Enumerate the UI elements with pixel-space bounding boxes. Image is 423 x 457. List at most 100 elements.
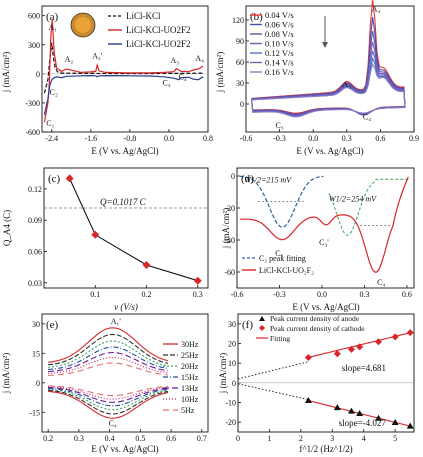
x-tick-label: 1 [267, 434, 271, 443]
peak-label: A₃ [171, 56, 180, 65]
extrapolation-line [237, 383, 309, 401]
reference-line-label: Q=0.1017 C [100, 197, 147, 207]
anode-point [406, 422, 414, 429]
legend-marker-triangle [259, 316, 265, 321]
cathode-point [406, 329, 414, 337]
y-tick-label: 0 [240, 100, 244, 109]
lower-curve-0 [48, 390, 169, 419]
legend-label: Peak current density of cathode [270, 324, 365, 333]
fit-curve-c4 [328, 178, 409, 236]
x-axis-label: E (V vs. Ag/AgCl) [91, 146, 158, 156]
legend-label: 5Hz [181, 406, 195, 415]
y-tick-label: 15 [32, 349, 40, 358]
legend-label: 25Hz [181, 351, 199, 360]
y-axis-label: j (mA/cm²) [215, 52, 225, 93]
x-tick-label: -0.3 [273, 290, 286, 299]
cathode-point [391, 333, 399, 341]
lower-curve-6 [48, 385, 169, 397]
legend-label: LiCl-KCl-UO2F2 [126, 39, 191, 49]
fit-curve-c3 [239, 175, 324, 228]
legend-label: LiCl-KCl-UO₂F₂ [259, 266, 314, 275]
x-axis-label: E (V vs. Ag/AgCl) [296, 146, 363, 156]
annotation: W1/2=254 mV [329, 195, 377, 204]
legend-label: 15Hz [181, 373, 199, 382]
slope-label: slope=4.681 [342, 363, 386, 373]
legend-label: LiCl-KCl-UO2F2 [126, 25, 191, 35]
legend-label: 0.08 V/s [265, 29, 294, 39]
x-tick-label: 0.3 [359, 290, 369, 299]
legend-label: 0.06 V/s [265, 20, 294, 30]
x-tick-label: 0.1 [90, 290, 100, 299]
peak-label: C₃ [162, 78, 170, 87]
series-line-1 [43, 19, 204, 123]
panel-e: 0.2 0.3 0.4 0.5 0.6 0.7 -15 0 15 30 (e) 30Hz 25Hz 2… [1, 313, 209, 454]
y-tick-label: 60 [236, 58, 244, 67]
panel-label: (e) [46, 319, 59, 331]
x-tick-label: -0.6 [240, 134, 253, 143]
peak-label: A₃ [343, 80, 352, 89]
legend-label: 0.10 V/s [265, 39, 294, 49]
x-tick-label: 4 [362, 434, 366, 443]
x-tick-label: 0.7 [197, 434, 207, 443]
plot-frame [41, 5, 209, 133]
x-tick-label: 5 [393, 434, 397, 443]
anode-point [391, 419, 399, 426]
legend-label: 30Hz [181, 340, 199, 349]
x-tick-label: 2 [299, 434, 303, 443]
cathode-point [356, 343, 364, 351]
y-tick-label: 20 [228, 340, 236, 349]
x-tick-label: -0.6 [231, 290, 244, 299]
peak-label: C₄ [109, 419, 117, 428]
panel-b: -0.6 -0.3 0.0 0.3 0.6 0.9 0 30 60 90 120 (b) 0.04 … [215, 0, 419, 156]
cathode-point [333, 350, 341, 358]
y-tick-label: -15 [29, 408, 40, 417]
x-tick-label: 0.5 [135, 434, 145, 443]
data-point [91, 230, 100, 239]
y-tick-label: -300 [25, 99, 40, 108]
x-tick-label: 0.0 [308, 134, 318, 143]
peak-label: A₁ [48, 23, 57, 32]
upper-curve-0 [48, 327, 169, 363]
data-point [142, 261, 151, 270]
upper-curve-1 [48, 333, 169, 366]
y-tick-label: 120 [232, 16, 244, 25]
y-axis-label: j (mA/cm²) [218, 353, 228, 394]
y-tick-label: -20 [224, 204, 235, 213]
y-tick-label: 0.03 [28, 279, 42, 288]
x-tick-label: 0.2 [43, 434, 53, 443]
x-tick-label: -1.6 [84, 134, 97, 143]
y-tick-label: 30 [32, 320, 40, 329]
x-tick-label: 0.3 [193, 290, 203, 299]
legend-label: Fitting [270, 334, 290, 343]
legend: C₃ peak fitting LiCl-KCl-UO₂F₂ [242, 254, 314, 275]
y-tick-label: 0.12 [28, 185, 42, 194]
x-axis-label: E (V vs. Ag/AgCl) [292, 302, 359, 312]
anode-point [347, 407, 355, 414]
peak-label: A₄ [372, 5, 381, 14]
plot-frame [43, 167, 209, 289]
x-tick-label: 3 [330, 434, 334, 443]
y-tick-label: -20 [225, 418, 236, 427]
lower-curve-2 [48, 388, 169, 411]
y-axis-label: j (mA/cm²) [221, 208, 231, 249]
cv-curve-6 [251, 62, 406, 118]
legend-label: 13Hz [181, 384, 199, 393]
data-line [69, 178, 198, 282]
y-tick-label: 0 [36, 70, 40, 79]
y-tick-label: 30 [228, 320, 236, 329]
annotation: W1/2=215 mV [244, 175, 292, 184]
x-tick-label: 0.8 [203, 134, 213, 143]
panel-f: 0 1 2 3 4 5 -20 -10 0 10 20 30 (f) Peak current den… [218, 313, 415, 454]
data-curve [239, 176, 409, 273]
legend-label: 0.04 V/s [265, 10, 294, 20]
series-line-2 [43, 74, 204, 115]
legend-label: 0.14 V/s [265, 58, 294, 68]
peak-label: A₁' [111, 317, 122, 326]
x-tick-label: 0.6 [402, 290, 412, 299]
peak-label: A₂ [65, 55, 74, 64]
x-axis-label: v (V/s) [114, 302, 138, 312]
lower-curve-4 [48, 387, 169, 403]
panel-label: (a) [46, 11, 59, 23]
x-tick-label: -0.8 [124, 134, 137, 143]
y-axis-label: j (mA/cm²) [1, 52, 11, 93]
